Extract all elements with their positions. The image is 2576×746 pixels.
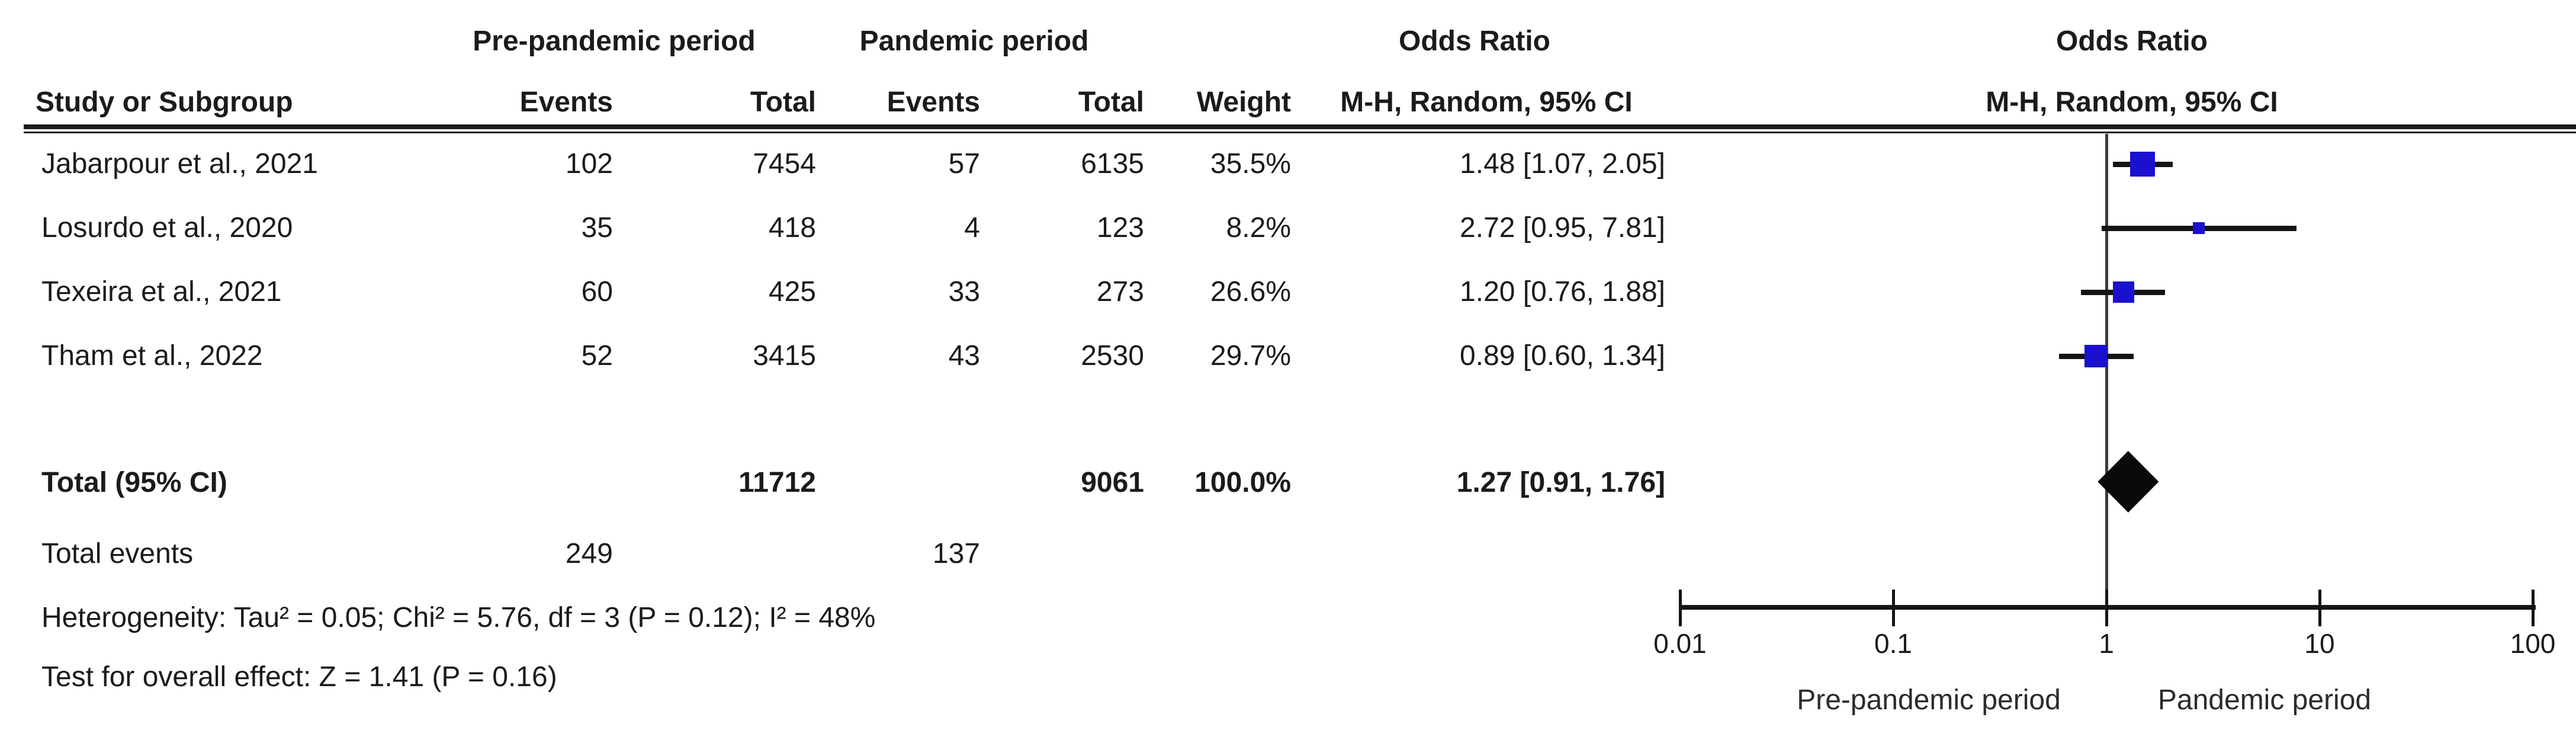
overall-effect-line: Test for overall effect: Z = 1.41 (P = 0… bbox=[41, 661, 557, 693]
total2-value: 2530 bbox=[1081, 340, 1144, 372]
group1-header: Pre-pandemic period bbox=[473, 25, 756, 57]
or-ci-value: 0.89 [0.60, 1.34] bbox=[1460, 340, 1665, 372]
axis-tick-label: 0.1 bbox=[1874, 628, 1912, 659]
effect-square bbox=[2130, 152, 2156, 177]
axis-tick bbox=[2105, 590, 2108, 626]
heterogeneity-line: Heterogeneity: Tau² = 0.05; Chi² = 5.76,… bbox=[41, 602, 876, 633]
or-ci-subheader: M-H, Random, 95% CI bbox=[1340, 87, 1633, 118]
study-name: Tham et al., 2022 bbox=[41, 340, 263, 372]
events2-value: 43 bbox=[948, 340, 980, 372]
total-row-or-ci: 1.27 [0.91, 1.76] bbox=[1456, 467, 1665, 498]
events2-value: 4 bbox=[964, 212, 980, 244]
weight-value: 29.7% bbox=[1210, 340, 1291, 372]
or-ci-value: 2.72 [0.95, 7.81] bbox=[1460, 212, 1665, 244]
group2-header: Pandemic period bbox=[859, 25, 1089, 57]
study-name: Jabarpour et al., 2021 bbox=[41, 148, 318, 180]
col-total1-header: Total bbox=[750, 87, 816, 118]
total1-value: 418 bbox=[768, 212, 816, 244]
or-ci-value: 1.48 [1.07, 2.05] bbox=[1460, 148, 1665, 180]
events2-value: 57 bbox=[948, 148, 980, 180]
total-events-label: Total events bbox=[41, 538, 194, 569]
null-effect-line bbox=[2105, 134, 2108, 607]
odds-ratio-header: Odds Ratio bbox=[1398, 25, 1551, 57]
col-events1-header: Events bbox=[519, 87, 613, 118]
col-events2-header: Events bbox=[886, 87, 980, 118]
col-study-header: Study or Subgroup bbox=[36, 87, 293, 118]
total2-value: 273 bbox=[1096, 276, 1144, 308]
axis-tick bbox=[2532, 590, 2535, 626]
events1-value: 102 bbox=[565, 148, 613, 180]
events1-value: 60 bbox=[581, 276, 613, 308]
or-ci-value: 1.20 [0.76, 1.88] bbox=[1460, 276, 1665, 308]
events1-value: 52 bbox=[581, 340, 613, 372]
effect-square bbox=[2193, 222, 2205, 234]
axis-tick bbox=[1679, 590, 1682, 626]
total1-value: 3415 bbox=[753, 340, 816, 372]
events1-value: 35 bbox=[581, 212, 613, 244]
col-total2-header: Total bbox=[1078, 87, 1144, 118]
total-events1-value: 249 bbox=[565, 538, 613, 569]
plot-odds-ratio-header: Odds Ratio bbox=[2055, 25, 2208, 57]
weight-value: 35.5% bbox=[1210, 148, 1291, 180]
favours-left-label: Pre-pandemic period bbox=[1797, 684, 2061, 716]
header-separator-line-2 bbox=[24, 132, 2576, 133]
axis-tick bbox=[2318, 590, 2321, 626]
total-row-total2: 9061 bbox=[1081, 467, 1144, 498]
study-name: Losurdo et al., 2020 bbox=[41, 212, 293, 244]
total-row-label: Total (95% CI) bbox=[41, 467, 227, 498]
plot-or-ci-subheader: M-H, Random, 95% CI bbox=[1986, 87, 2278, 118]
total1-value: 7454 bbox=[753, 148, 816, 180]
total-events2-value: 137 bbox=[932, 538, 980, 569]
total2-value: 123 bbox=[1096, 212, 1144, 244]
events2-value: 33 bbox=[948, 276, 980, 308]
axis-tick-label: 0.01 bbox=[1653, 628, 1707, 659]
total-row-weight: 100.0% bbox=[1194, 467, 1291, 498]
favours-right-label: Pandemic period bbox=[2157, 684, 2372, 716]
weight-value: 8.2% bbox=[1226, 212, 1291, 244]
total-row-total1: 11712 bbox=[738, 467, 816, 498]
total2-value: 6135 bbox=[1081, 148, 1144, 180]
total1-value: 425 bbox=[768, 276, 816, 308]
effect-square bbox=[2112, 281, 2134, 303]
effect-square bbox=[2084, 345, 2107, 367]
col-weight-header: Weight bbox=[1196, 87, 1291, 118]
header-separator-line bbox=[24, 124, 2576, 129]
axis-tick-label: 10 bbox=[2304, 628, 2335, 659]
axis-tick-label: 1 bbox=[2099, 628, 2114, 659]
weight-value: 26.6% bbox=[1210, 276, 1291, 308]
axis-tick-label: 100 bbox=[2510, 628, 2556, 659]
study-name: Texeira et al., 2021 bbox=[41, 276, 282, 308]
axis-tick bbox=[1892, 590, 1895, 626]
